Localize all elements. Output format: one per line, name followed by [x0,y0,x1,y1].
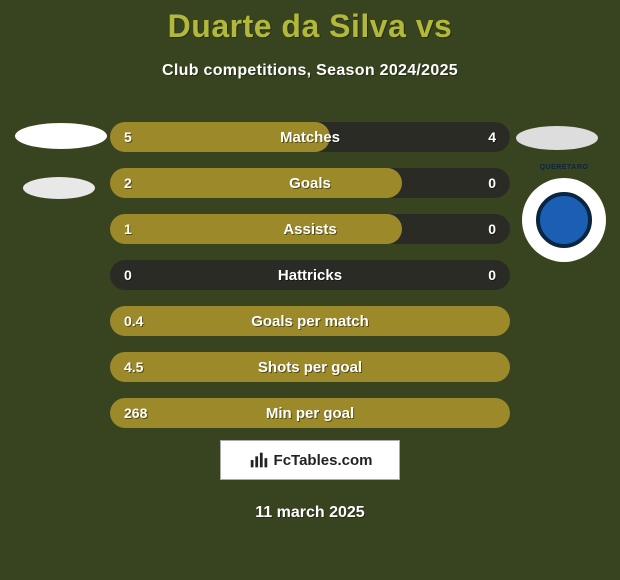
date-label: 11 march 2025 [0,504,620,522]
watermark: FcTables.com [220,440,400,480]
stat-row: 268Min per goal [110,398,510,428]
stat-value-right: 4 [488,122,496,152]
player-photo-placeholder-left-top [15,123,107,149]
comparison-infographic: Duarte da Silva vs Club competitions, Se… [0,0,620,580]
stat-value-right: 0 [488,168,496,198]
stat-value-left: 268 [124,398,147,428]
stat-value-right: 0 [488,214,496,244]
stat-value-left: 5 [124,122,132,152]
chart-icon [248,449,270,471]
stat-row-fill [110,352,510,382]
club-logo-label: QUERETARO [540,164,589,171]
stat-row: 0.4Goals per match [110,306,510,336]
watermark-text: FcTables.com [274,452,373,469]
stat-row-fill [110,306,510,336]
stat-label: Hattricks [110,260,510,290]
page-title: Duarte da Silva vs [0,8,620,45]
stat-value-right: 0 [488,260,496,290]
stat-value-left: 0.4 [124,306,143,336]
stat-value-left: 2 [124,168,132,198]
stats-table: 54Matches20Goals10Assists00Hattricks0.4G… [110,122,510,444]
stat-row: 0 0Hattricks [110,260,510,290]
stat-row: 4.5Shots per goal [110,352,510,382]
stat-row-fill [110,168,402,198]
subtitle: Club competitions, Season 2024/2025 [0,62,620,80]
stat-value-left: 4.5 [124,352,143,382]
club-logo-inner [536,192,592,248]
stat-row-fill [110,122,330,152]
club-logo: QUERETARO [522,178,606,262]
stat-value-left: 0 [124,260,132,290]
stat-value-left: 1 [124,214,132,244]
player-photo-placeholder-left-bottom [23,177,95,199]
stat-row-fill [110,398,510,428]
stat-row: 10Assists [110,214,510,244]
player-photo-placeholder-right [516,126,598,150]
stat-row-fill [110,214,402,244]
stat-row: 54Matches [110,122,510,152]
stat-row: 20Goals [110,168,510,198]
